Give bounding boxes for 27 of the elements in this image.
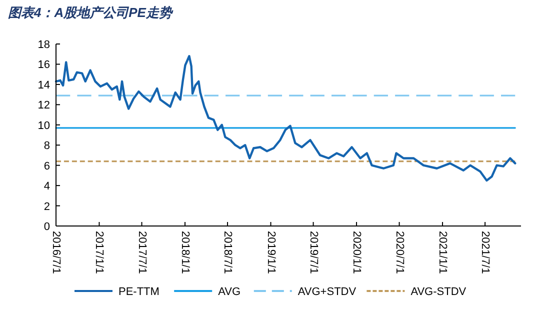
y-tick-label: 8: [44, 140, 50, 152]
y-tick-label: 18: [38, 39, 50, 51]
x-tick-label: 2017/7/1: [136, 231, 148, 274]
legend-label: AVG: [218, 286, 241, 298]
y-tick-label: 10: [38, 120, 50, 132]
y-tick-label: 16: [38, 59, 50, 72]
x-tick-label: 2016/7/1: [50, 231, 62, 274]
legend-label: AVG-STDV: [410, 286, 467, 298]
y-tick-label: 14: [38, 79, 50, 92]
x-tick-label: 2021/7/1: [479, 231, 492, 274]
y-tick-label: 2: [44, 200, 50, 213]
x-tick-label: 2019/1/1: [264, 231, 277, 274]
y-tick-label: 0: [44, 221, 50, 233]
y-tick-label: 6: [44, 160, 50, 172]
x-tick-label: 2018/7/1: [222, 231, 234, 274]
x-tick-label: 2020/7/1: [393, 231, 406, 274]
x-tick-label: 2017/1/1: [93, 231, 106, 274]
x-tick-label: 2020/1/1: [350, 231, 363, 274]
legend-label: PE-TTM: [118, 286, 160, 298]
x-tick-label: 2018/1/1: [178, 231, 191, 274]
x-tick-label: 2019/7/1: [307, 231, 320, 274]
y-tick-label: 4: [44, 180, 50, 193]
y-tick-label: 12: [38, 100, 50, 112]
chart-title: 图表4：A股地产公司PE走势: [8, 5, 174, 20]
x-tick-label: 2021/1/1: [436, 231, 449, 274]
line-series: [54, 55, 516, 182]
legend-label: AVG+STDV: [298, 286, 357, 298]
